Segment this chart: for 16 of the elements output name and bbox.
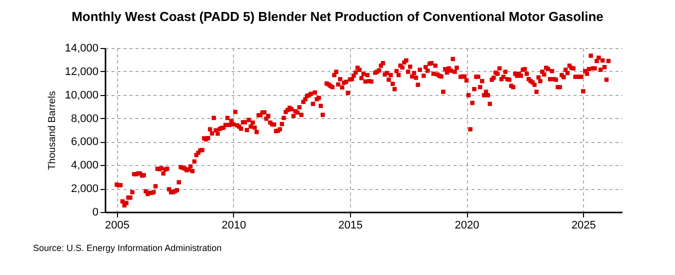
y-tick-label: 10,000 <box>64 89 98 102</box>
source-note: Source: U.S. Energy Information Administration <box>33 243 222 253</box>
y-tick-label: 4,000 <box>70 160 98 172</box>
x-tick-label: 2020 <box>454 220 480 232</box>
x-tick-label: 2005 <box>105 220 130 232</box>
y-tick-label: 6,000 <box>70 136 98 148</box>
y-tick-label: 14,000 <box>64 42 98 54</box>
y-tick-label: 2,000 <box>70 183 98 196</box>
x-tick-label: 2025 <box>571 220 596 232</box>
y-tick-label: 12,000 <box>64 66 98 78</box>
y-tick-label: 0 <box>92 206 98 218</box>
x-tick-label: 2015 <box>338 220 363 232</box>
x-tick-label: 2010 <box>222 220 246 232</box>
y-axis-title: Thousand Barrels <box>46 91 58 170</box>
y-tick-label: 8,000 <box>70 112 98 125</box>
chart-title: Monthly West Coast (PADD 5) Blender Net Production of Conventional Motor Gasoline <box>72 9 604 24</box>
